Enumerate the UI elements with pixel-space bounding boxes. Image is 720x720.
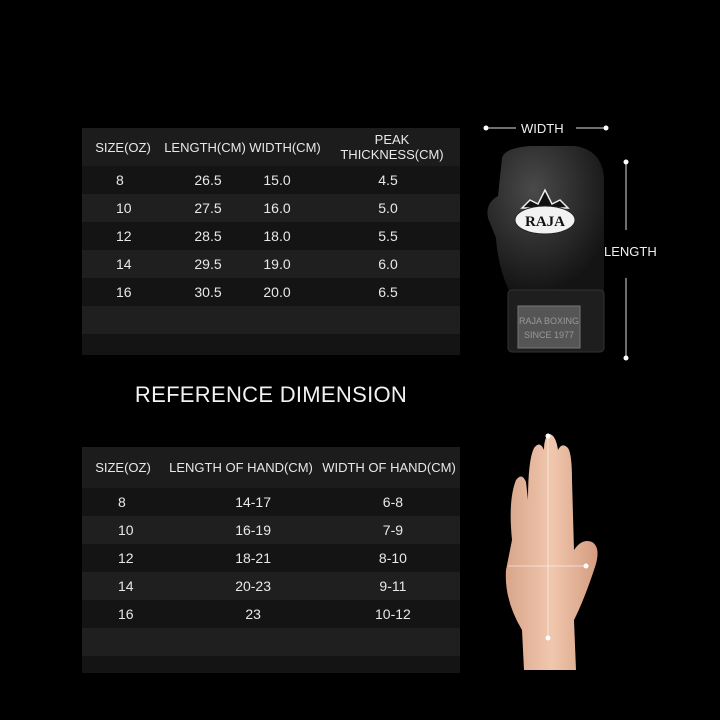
- hand-image: [505, 433, 598, 670]
- table-cell: 18-21: [235, 550, 271, 566]
- hand-size-table: SIZE(OZ) LENGTH OF HAND(CM) WIDTH OF HAN…: [82, 447, 460, 673]
- header-width: WIDTH(CM): [249, 139, 321, 155]
- table-cell: 16: [118, 606, 134, 622]
- table-cell: 5.5: [378, 228, 398, 244]
- table-cell: 27.5: [194, 200, 222, 216]
- table-cell: 30.5: [194, 284, 222, 300]
- table-cell: 10-12: [375, 606, 411, 622]
- table-cell: 16.0: [263, 200, 291, 216]
- table-cell: 14-17: [235, 494, 271, 510]
- svg-text:RAJA: RAJA: [525, 214, 565, 230]
- empty-row: [82, 656, 460, 673]
- glove-dimension-figure: RAJA BOXING SINCE 1977 RAJA WIDTH LENGTH: [480, 118, 680, 368]
- table-cell: 29.5: [194, 256, 222, 272]
- header-hand-length: LENGTH OF HAND(CM): [169, 460, 313, 475]
- table-cell: 15.0: [263, 172, 291, 188]
- table-row: 16 30.5 20.0 6.5: [82, 278, 460, 306]
- table-cell: 8: [116, 172, 124, 188]
- table-cell: 26.5: [194, 172, 222, 188]
- table-row: 12 28.5 18.0 5.5: [82, 222, 460, 250]
- table-row: 14 29.5 19.0 6.0: [82, 250, 460, 278]
- header-hand-width: WIDTH OF HAND(CM): [322, 460, 456, 475]
- table-cell: 18.0: [263, 228, 291, 244]
- glove-size-table: SIZE(OZ) LENGTH(CM) WIDTH(CM) PEAK THICK…: [82, 128, 460, 355]
- table-cell: 9-11: [379, 578, 407, 594]
- table-cell: 4.5: [378, 172, 398, 188]
- empty-row: [82, 628, 460, 656]
- table-cell: 10: [116, 200, 132, 216]
- table-cell: 12: [118, 550, 134, 566]
- table-cell: 19.0: [263, 256, 291, 272]
- table-cell: 16: [116, 284, 132, 300]
- table-header: SIZE(OZ) LENGTH OF HAND(CM) WIDTH OF HAN…: [82, 447, 460, 488]
- table-cell: 10: [118, 522, 134, 538]
- svg-text:RAJA BOXING: RAJA BOXING: [519, 316, 579, 326]
- table-cell: 28.5: [194, 228, 222, 244]
- table-cell: 20.0: [263, 284, 291, 300]
- header-size: SIZE(OZ): [95, 139, 151, 155]
- table-row: 10 16-19 7-9: [82, 516, 460, 544]
- table-cell: 5.0: [378, 200, 398, 216]
- svg-text:SINCE 1977: SINCE 1977: [524, 330, 574, 340]
- table-cell: 6.0: [378, 256, 398, 272]
- table-cell: 6-8: [382, 494, 404, 510]
- table-cell: 14: [116, 256, 132, 272]
- table-header: SIZE(OZ) LENGTH(CM) WIDTH(CM) PEAK THICK…: [82, 128, 460, 166]
- table-cell: 8: [118, 494, 126, 510]
- table-cell: 20-23: [235, 578, 271, 594]
- table-row: 8 26.5 15.0 4.5: [82, 166, 460, 194]
- header-thickness: PEAK THICKNESS(CM): [340, 132, 444, 162]
- table-row: 10 27.5 16.0 5.0: [82, 194, 460, 222]
- width-label: WIDTH: [521, 121, 564, 136]
- table-cell: 16-19: [235, 522, 271, 538]
- empty-row: [82, 334, 460, 355]
- table-cell: 7-9: [382, 522, 404, 538]
- boxing-glove-image: RAJA BOXING SINCE 1977 RAJA: [483, 125, 629, 361]
- table-cell: 6.5: [378, 284, 398, 300]
- empty-row: [82, 306, 460, 334]
- header-length: LENGTH(CM): [164, 139, 246, 155]
- table-row: 8 14-17 6-8: [82, 488, 460, 516]
- table-cell: 12: [116, 228, 132, 244]
- table-row: 12 18-21 8-10: [82, 544, 460, 572]
- table-cell: 14: [118, 578, 134, 594]
- table-row: 14 20-23 9-11: [82, 572, 460, 600]
- header-size: SIZE(OZ): [95, 460, 151, 475]
- table-cell: 23: [245, 606, 261, 622]
- table-row: 16 23 10-12: [82, 600, 460, 628]
- section-title: REFERENCE DIMENSION: [134, 382, 408, 407]
- table-cell: 8-10: [378, 550, 407, 566]
- length-label: LENGTH: [604, 244, 657, 259]
